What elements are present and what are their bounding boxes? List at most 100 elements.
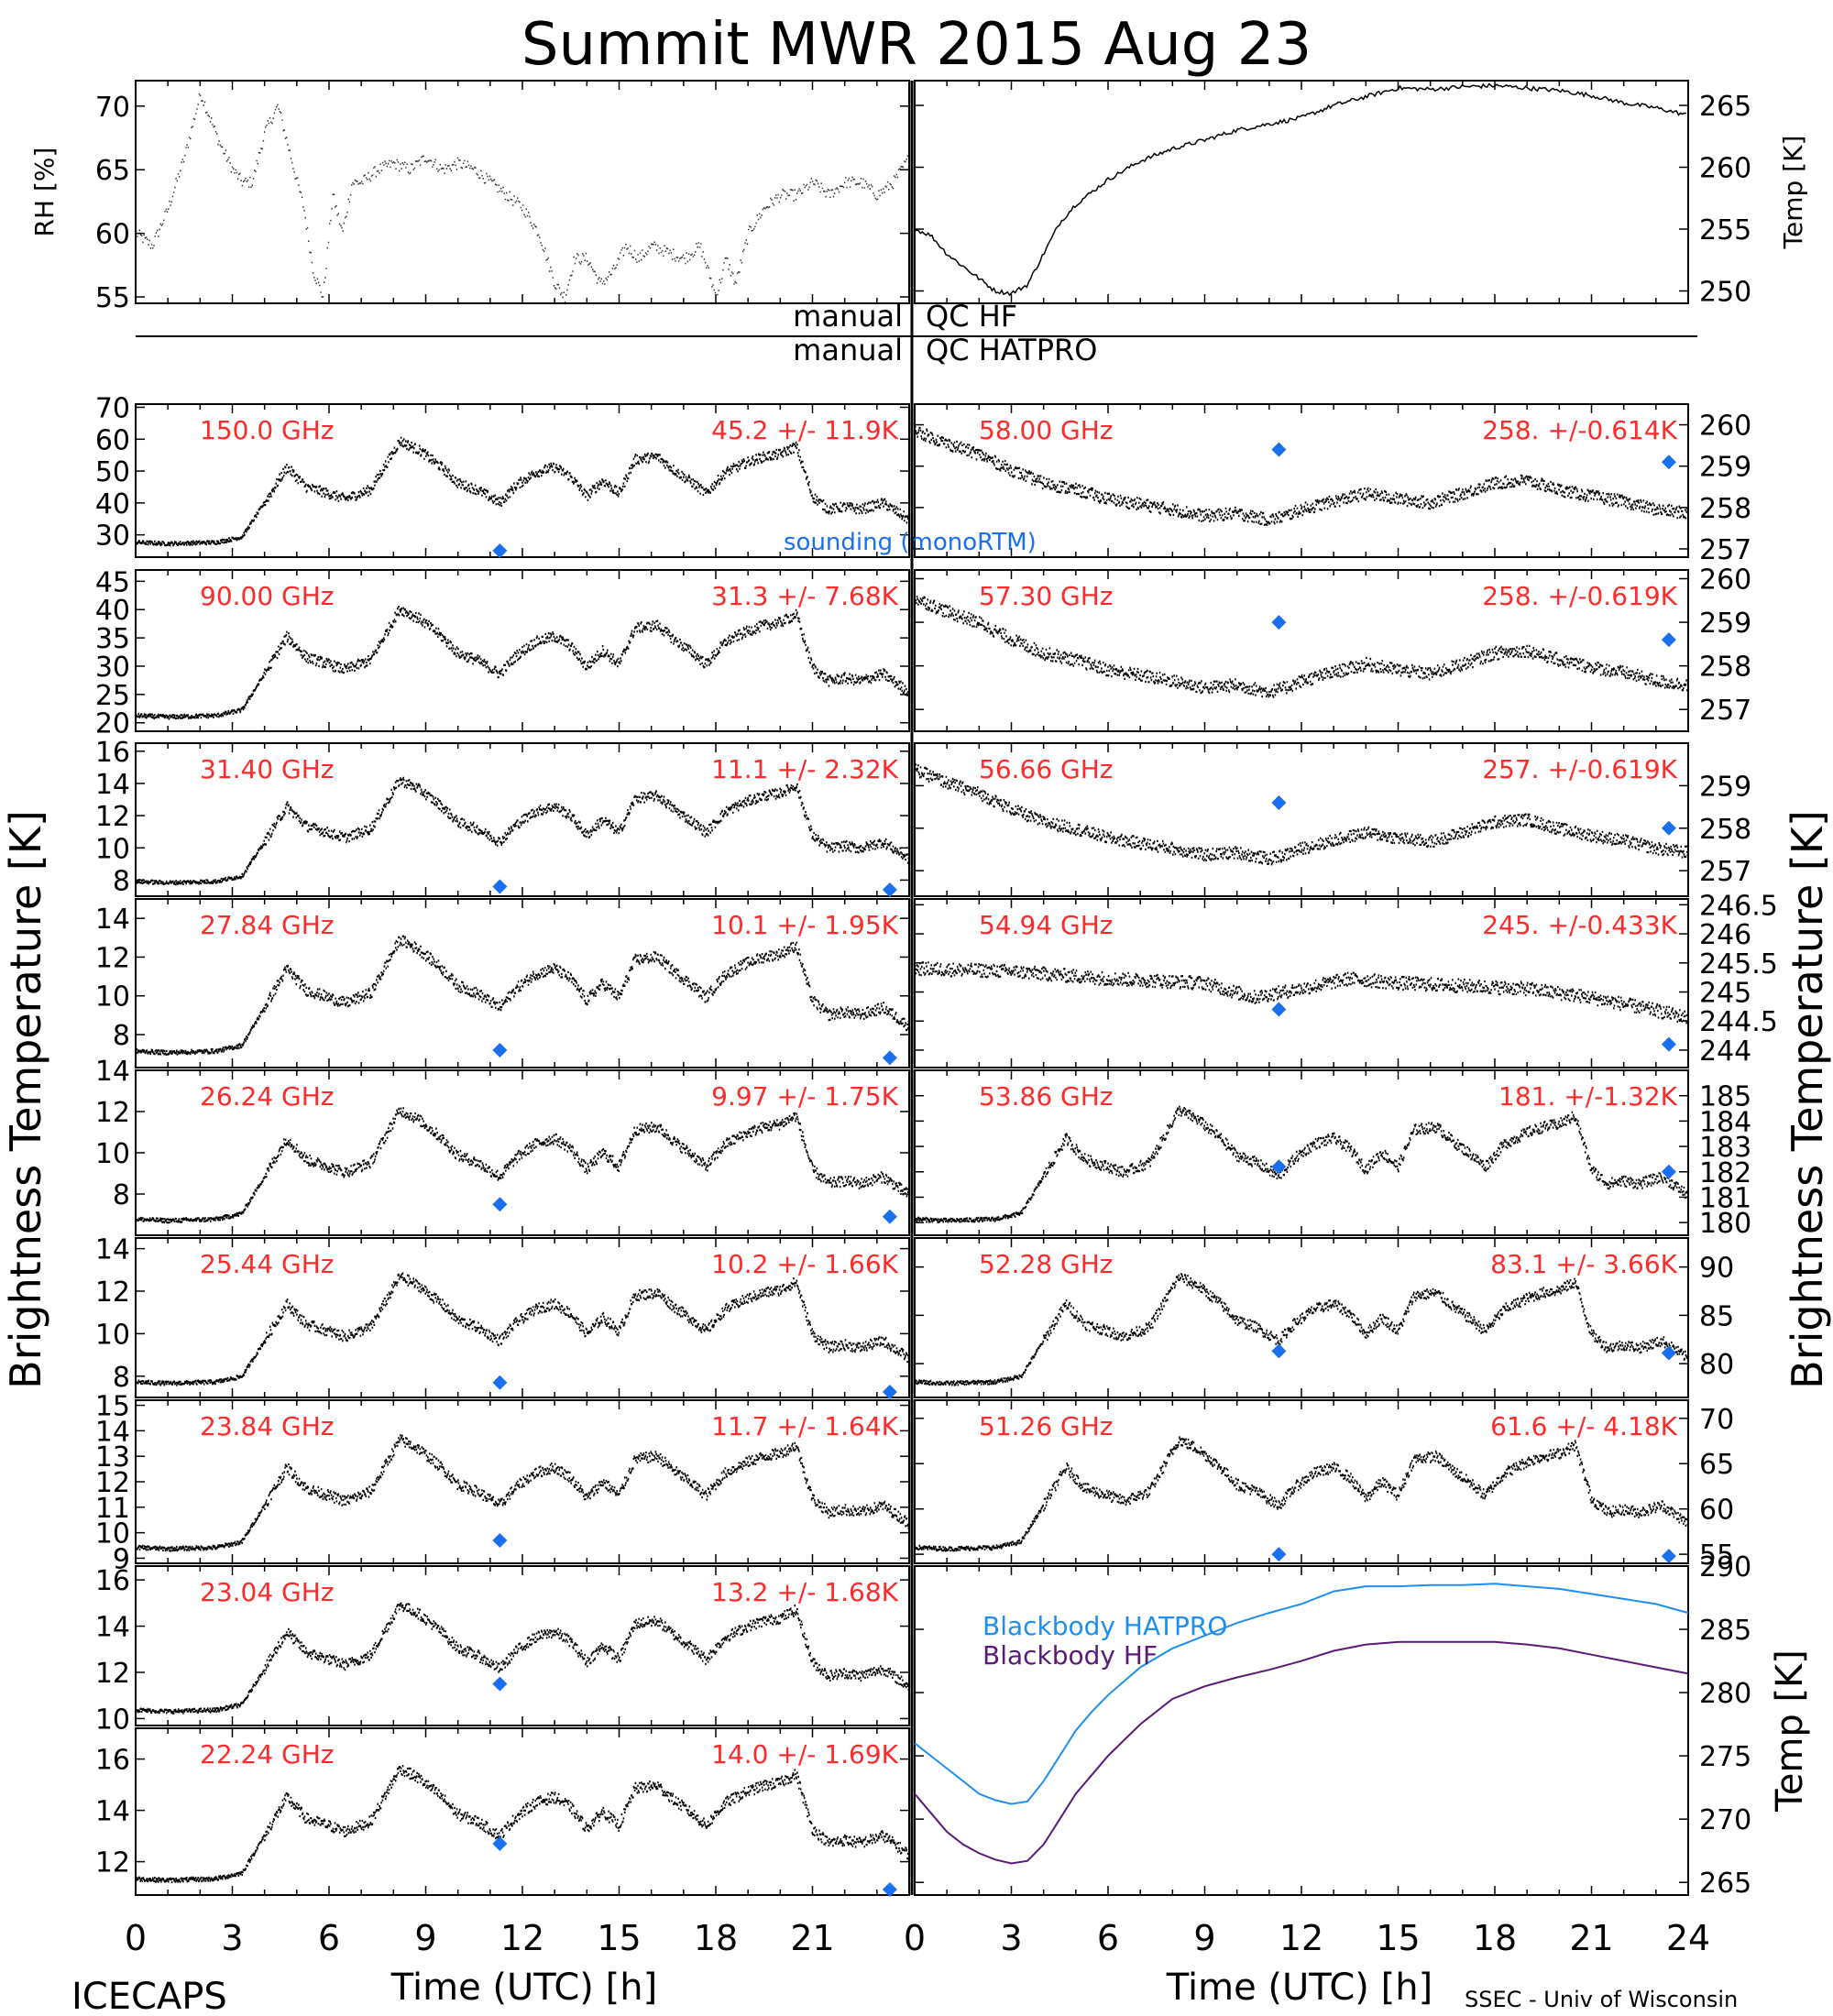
panel-bt-53.86-series (914, 1105, 1689, 1223)
blackbody-panel-ytick-label: 280 (1699, 1678, 1751, 1710)
panel-bt-56.66-series (914, 763, 1689, 866)
panel-bt-27.84-ytick-label: 8 (113, 1020, 130, 1052)
sounding-marker (1661, 455, 1676, 470)
rh-panel-ytick-label: 55 (95, 282, 130, 314)
panel-bt-150-ytick-label: 70 (95, 392, 130, 424)
sounding-marker (1271, 1547, 1287, 1562)
panel-bt-27.84-ytick-label: 14 (95, 904, 130, 936)
air-temp-panel-ytick-label: 250 (1699, 277, 1751, 309)
sounding-marker (1661, 632, 1676, 648)
panel-bt-27.84-ytick-label: 10 (95, 981, 130, 1013)
panel-bt-58.00-ytick-label: 259 (1699, 452, 1751, 484)
panel-bt-52.28-ytick-label: 85 (1699, 1300, 1734, 1332)
rh-axis-label: RH [%] (29, 148, 60, 237)
panel-bt-57.30-stats-label: 258. +/-0.619K (1482, 581, 1677, 611)
panel-bt-150-ytick-label: 40 (95, 488, 130, 520)
sounding-marker (492, 1836, 508, 1851)
blackbody-legend-hatpro: Blackbody HATPRO (982, 1611, 1227, 1641)
panel-bt-53.86-ytick-label: 185 (1699, 1081, 1751, 1113)
panel-bt-52.28-freq-label: 52.28 GHz (979, 1249, 1114, 1279)
panel-bt-150-ytick-label: 30 (95, 520, 130, 553)
sounding-marker (1271, 442, 1287, 457)
panel-bt-58.00-freq-label: 58.00 GHz (979, 415, 1114, 445)
panel-bt-31.40-ytick-label: 8 (113, 865, 130, 897)
panel-bt-56.66-ytick-label: 259 (1699, 771, 1751, 803)
sounding-marker (882, 1882, 897, 1897)
panel-bt-27.84-series (135, 935, 910, 1056)
panel-bt-150-ytick-label: 50 (95, 456, 130, 488)
panel-bt-22.24: 12 14 16 22.24 GHz 14.0 +/- 1.69K (95, 1727, 910, 1897)
right-x-tick-label: 0 (904, 1918, 926, 1958)
qc-hf-left-label: manual (793, 299, 903, 334)
panel-bt-90-ytick-label: 35 (95, 623, 130, 655)
rh-series (136, 93, 910, 303)
left-x-tick-label: 0 (125, 1918, 147, 1958)
panel-bt-56.66-freq-label: 56.66 GHz (979, 754, 1114, 784)
panel-bt-58.00-ytick-label: 257 (1699, 534, 1751, 566)
panel-bt-53.86-freq-label: 53.86 GHz (979, 1081, 1114, 1112)
panel-bt-25.44-freq-label: 25.44 GHz (200, 1249, 335, 1279)
panel-bt-53.86-stats-label: 181. +/-1.32K (1498, 1081, 1678, 1112)
left-x-tick-label: 18 (694, 1918, 738, 1958)
panel-bt-56.66-ytick-label: 258 (1699, 814, 1751, 846)
blackbody-panel-ytick-label: 270 (1699, 1804, 1751, 1836)
sounding-marker (882, 1385, 897, 1399)
panel-bt-23.04-series (135, 1602, 910, 1715)
right-x-axis-title: Time (UTC) [h] (1166, 1967, 1432, 2009)
panel-bt-150-stats-label: 45.2 +/- 11.9K (711, 415, 898, 445)
right-x-tick-label: 6 (1097, 1918, 1119, 1958)
sounding-marker (1661, 1345, 1676, 1361)
panel-bt-58.00: 257 258 259 260 58.00 GHz 258. +/-0.614K (914, 403, 1751, 566)
figure-title: Summit MWR 2015 Aug 23 (521, 11, 1312, 79)
sounding-marker (492, 1676, 508, 1692)
panel-bt-23.04-ytick-label: 16 (95, 1565, 130, 1597)
panel-bt-54.94-stats-label: 245. +/-0.433K (1482, 910, 1677, 940)
panel-bt-57.30: 257 258 259 260 57.30 GHz 258. +/-0.619K (914, 564, 1751, 732)
sounding-marker (492, 879, 508, 894)
sounding-marker (1661, 1164, 1676, 1179)
panel-bt-27.84: 8 10 12 14 27.84 GHz 10.1 +/- 1.95K (95, 898, 910, 1068)
panel-bt-25.44-ytick-label: 12 (95, 1276, 130, 1309)
panel-bt-26.24-ytick-label: 8 (113, 1179, 130, 1211)
air-temp-panel-ytick-label: 260 (1699, 153, 1751, 185)
panel-bt-31.40-ytick-label: 12 (95, 801, 130, 833)
panel-bt-27.84-ytick-label: 12 (95, 942, 130, 974)
right-x-tick-label: 15 (1376, 1918, 1420, 1958)
panel-bt-27.84-freq-label: 27.84 GHz (200, 910, 335, 940)
panel-bt-23.84-series (135, 1434, 910, 1552)
right-x-tick-label: 9 (1193, 1918, 1215, 1958)
panel-bt-23.84-stats-label: 11.7 +/- 1.64K (711, 1411, 898, 1441)
panel-bt-23.84-ytick-label: 15 (95, 1391, 130, 1423)
panel-bt-23.04: 10 12 14 16 23.04 GHz 13.2 +/- 1.68K (95, 1565, 910, 1736)
left-y-axis-title: Brightness Temperature [K] (1, 810, 50, 1389)
sounding-marker (1271, 1343, 1287, 1359)
right-x-tick-label: 24 (1666, 1918, 1710, 1958)
air-temp-panel: 250 255 260 265 Temp [K] (914, 80, 1808, 309)
panel-bt-51.26-freq-label: 51.26 GHz (979, 1411, 1114, 1441)
panel-bt-57.30-ytick-label: 258 (1699, 652, 1751, 684)
panel-bt-90-ytick-label: 25 (95, 680, 130, 712)
panel-bt-27.84-stats-label: 10.1 +/- 1.95K (711, 910, 898, 940)
panel-bt-57.30-freq-label: 57.30 GHz (979, 581, 1114, 611)
panel-bt-31.40-ytick-label: 14 (95, 769, 130, 801)
air-temp-series (914, 82, 1686, 297)
blackbody-panel: 265 270 275 280 285 290 Temp [K] Blackbody HATP… (914, 1551, 1811, 1900)
blackbody-series-hatpro (914, 1583, 1689, 1805)
panel-bt-54.94-ytick-label: 246.5 (1699, 890, 1778, 922)
left-x-tick-label: 9 (414, 1918, 436, 1958)
panel-bt-26.24-ytick-label: 10 (95, 1138, 130, 1170)
blackbody-panel-ytick-label: 265 (1699, 1868, 1751, 1900)
panel-bt-58.00-stats-label: 258. +/-0.614K (1482, 415, 1677, 445)
panel-bt-54.94-ytick-label: 244.5 (1699, 1006, 1778, 1038)
panel-bt-58.00-ytick-label: 258 (1699, 493, 1751, 525)
left-x-tick-label: 12 (500, 1918, 544, 1958)
panel-bt-150-ytick-label: 60 (95, 424, 130, 456)
panel-bt-51.26-ytick-label: 60 (1699, 1495, 1734, 1527)
panel-bt-57.30-ytick-label: 257 (1699, 695, 1751, 727)
